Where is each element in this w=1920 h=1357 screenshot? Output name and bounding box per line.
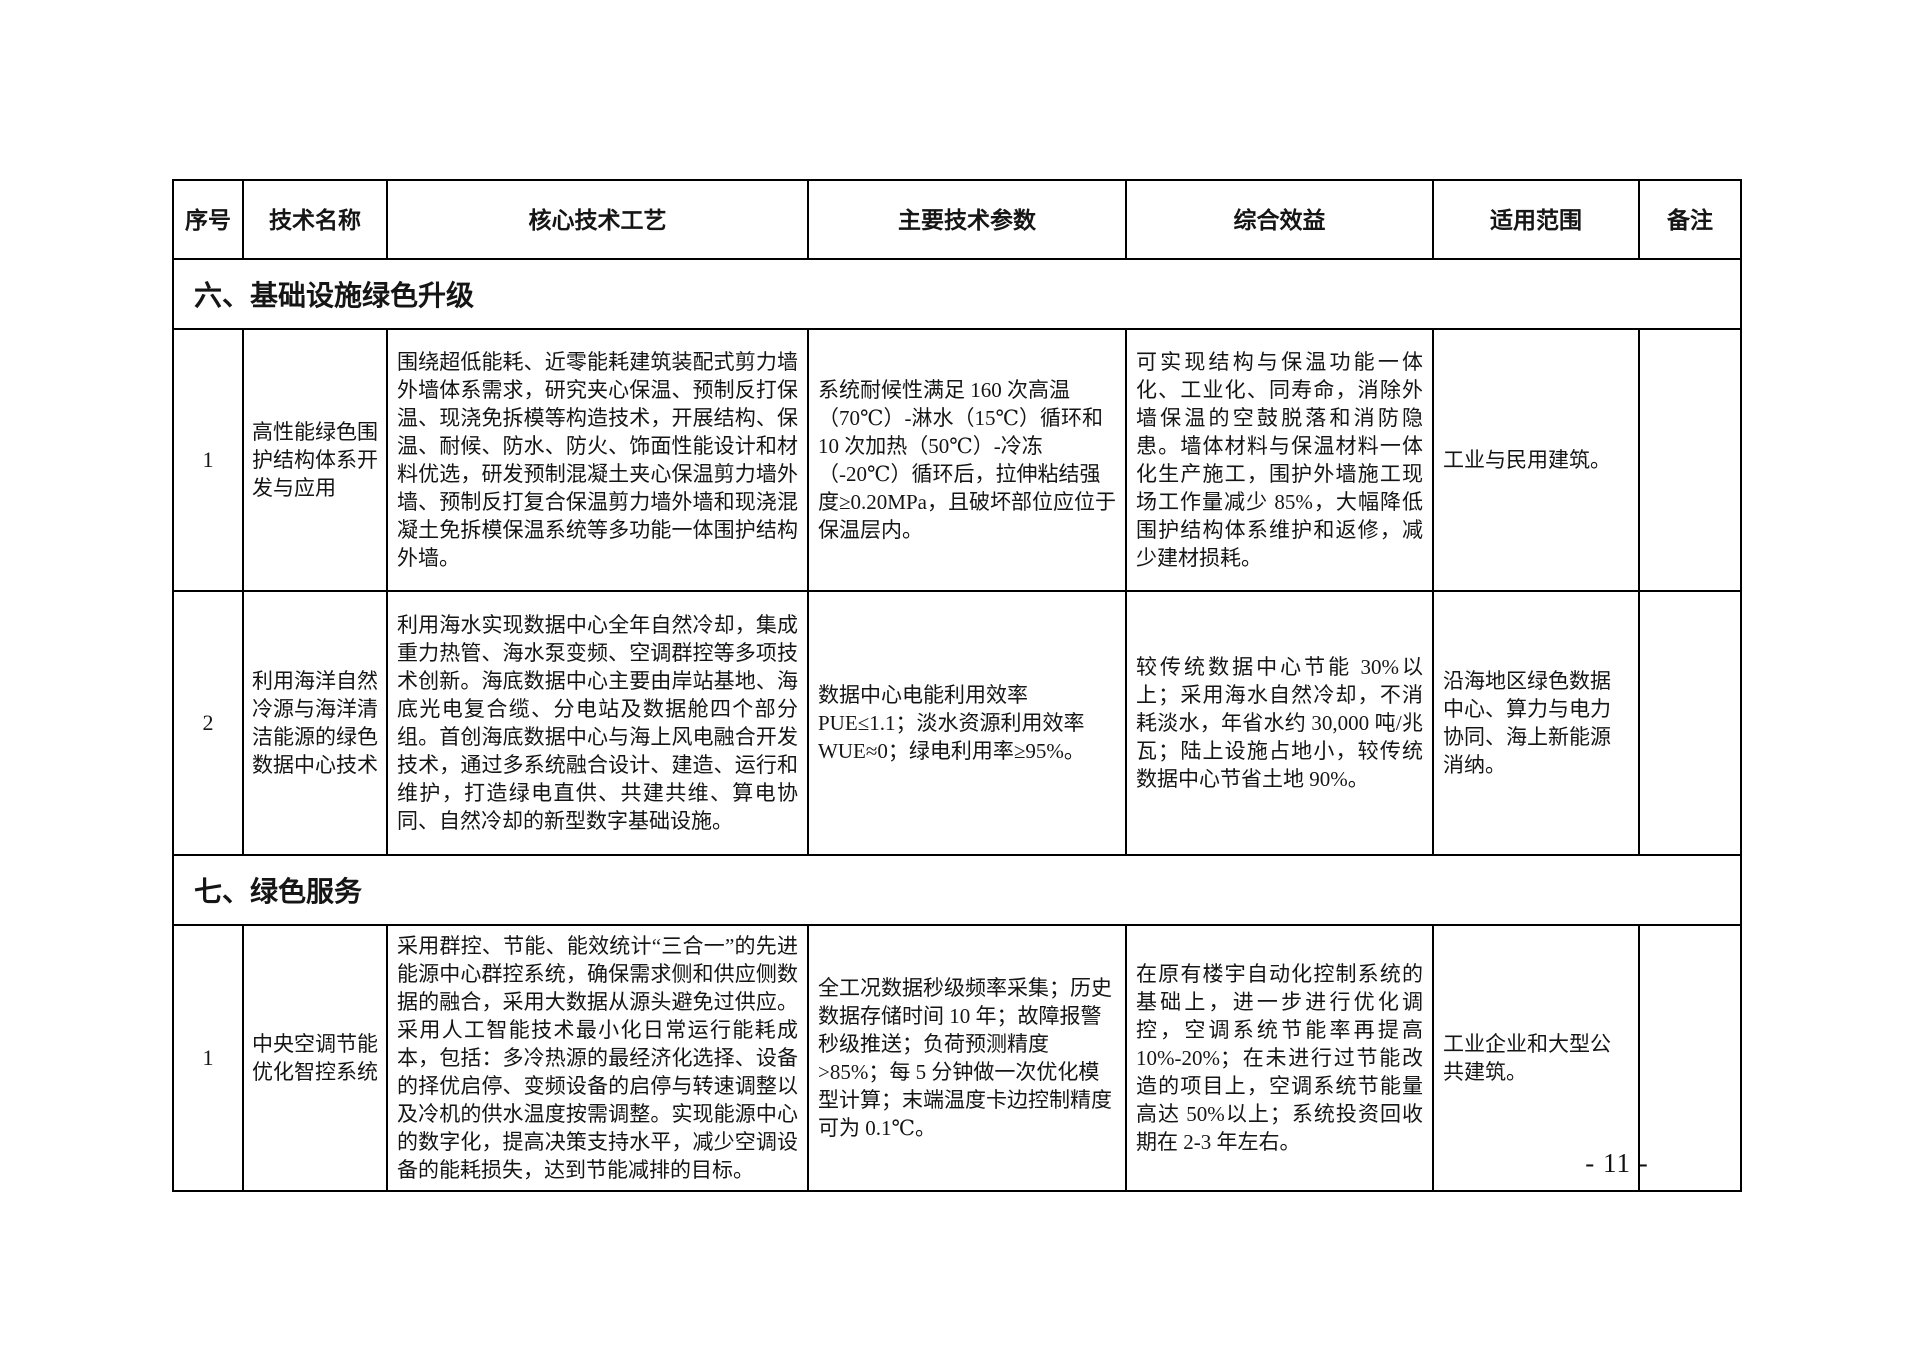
table-header-row: 序号 技术名称 核心技术工艺 主要技术参数 综合效益 适用范围 备注 <box>172 179 1742 260</box>
col-header-tech-name: 技术名称 <box>242 179 388 260</box>
col-header-note: 备注 <box>1638 179 1742 260</box>
col-header-benefits: 综合效益 <box>1125 179 1434 260</box>
cell-benefits: 可实现结构与保温功能一体化、工业化、同寿命，消除外墙保温的空鼓脱落和消防隐患。墙… <box>1125 328 1434 592</box>
section-title-infrastructure: 六、基础设施绿色升级 <box>172 258 1742 330</box>
cell-core-process: 利用海水实现数据中心全年自然冷却，集成重力热管、海水泵变频、空调群控等多项技术创… <box>386 590 809 856</box>
cell-scope: 工业与民用建筑。 <box>1432 328 1640 592</box>
page-number: - 11 - <box>1585 1148 1649 1178</box>
cell-serial: 1 <box>172 924 244 1192</box>
cell-main-params: 全工况数据秒级频率采集；历史数据存储时间 10 年；故障报警秒级推送；负荷预测精… <box>807 924 1127 1192</box>
cell-core-process: 围绕超低能耗、近零能耗建筑装配式剪力墙外墙体系需求，研究夹心保温、预制反打保温、… <box>386 328 809 592</box>
cell-note <box>1638 328 1742 592</box>
col-header-serial: 序号 <box>172 179 244 260</box>
section-header-row-6: 六、基础设施绿色升级 <box>172 258 1742 330</box>
section-title-green-service: 七、绿色服务 <box>172 854 1742 926</box>
table-row: 1 中央空调节能优化智控系统 采用群控、节能、能效统计“三合一”的先进能源中心群… <box>172 924 1742 1192</box>
cell-benefits: 较传统数据中心节能 30%以上；采用海水自然冷却，不消耗淡水，年省水约 30,0… <box>1125 590 1434 856</box>
cell-note <box>1638 924 1742 1192</box>
cell-note <box>1638 590 1742 856</box>
cell-scope: 工业企业和大型公共建筑。 <box>1432 924 1640 1192</box>
cell-tech-name: 高性能绿色围护结构体系开发与应用 <box>242 328 388 592</box>
cell-main-params: 数据中心电能利用效率 PUE≤1.1；淡水资源利用效率 WUE≈0；绿电利用率≥… <box>807 590 1127 856</box>
table-row: 1 高性能绿色围护结构体系开发与应用 围绕超低能耗、近零能耗建筑装配式剪力墙外墙… <box>172 328 1742 592</box>
technology-table: 序号 技术名称 核心技术工艺 主要技术参数 综合效益 适用范围 备注 六、基础设… <box>172 179 1742 1192</box>
col-header-core-process: 核心技术工艺 <box>386 179 809 260</box>
cell-tech-name: 中央空调节能优化智控系统 <box>242 924 388 1192</box>
cell-serial: 1 <box>172 328 244 592</box>
cell-scope: 沿海地区绿色数据中心、算力与电力协同、海上新能源消纳。 <box>1432 590 1640 856</box>
cell-main-params: 系统耐候性满足 160 次高温（70℃）-淋水（15℃）循环和 10 次加热（5… <box>807 328 1127 592</box>
section-header-row-7: 七、绿色服务 <box>172 854 1742 926</box>
col-header-main-params: 主要技术参数 <box>807 179 1127 260</box>
col-header-scope: 适用范围 <box>1432 179 1640 260</box>
cell-serial: 2 <box>172 590 244 856</box>
table-row: 2 利用海洋自然冷源与海洋清洁能源的绿色数据中心技术 利用海水实现数据中心全年自… <box>172 590 1742 856</box>
cell-benefits: 在原有楼宇自动化控制系统的基础上，进一步进行优化调控，空调系统节能率再提高 10… <box>1125 924 1434 1192</box>
cell-tech-name: 利用海洋自然冷源与海洋清洁能源的绿色数据中心技术 <box>242 590 388 856</box>
cell-core-process: 采用群控、节能、能效统计“三合一”的先进能源中心群控系统，确保需求侧和供应侧数据… <box>386 924 809 1192</box>
